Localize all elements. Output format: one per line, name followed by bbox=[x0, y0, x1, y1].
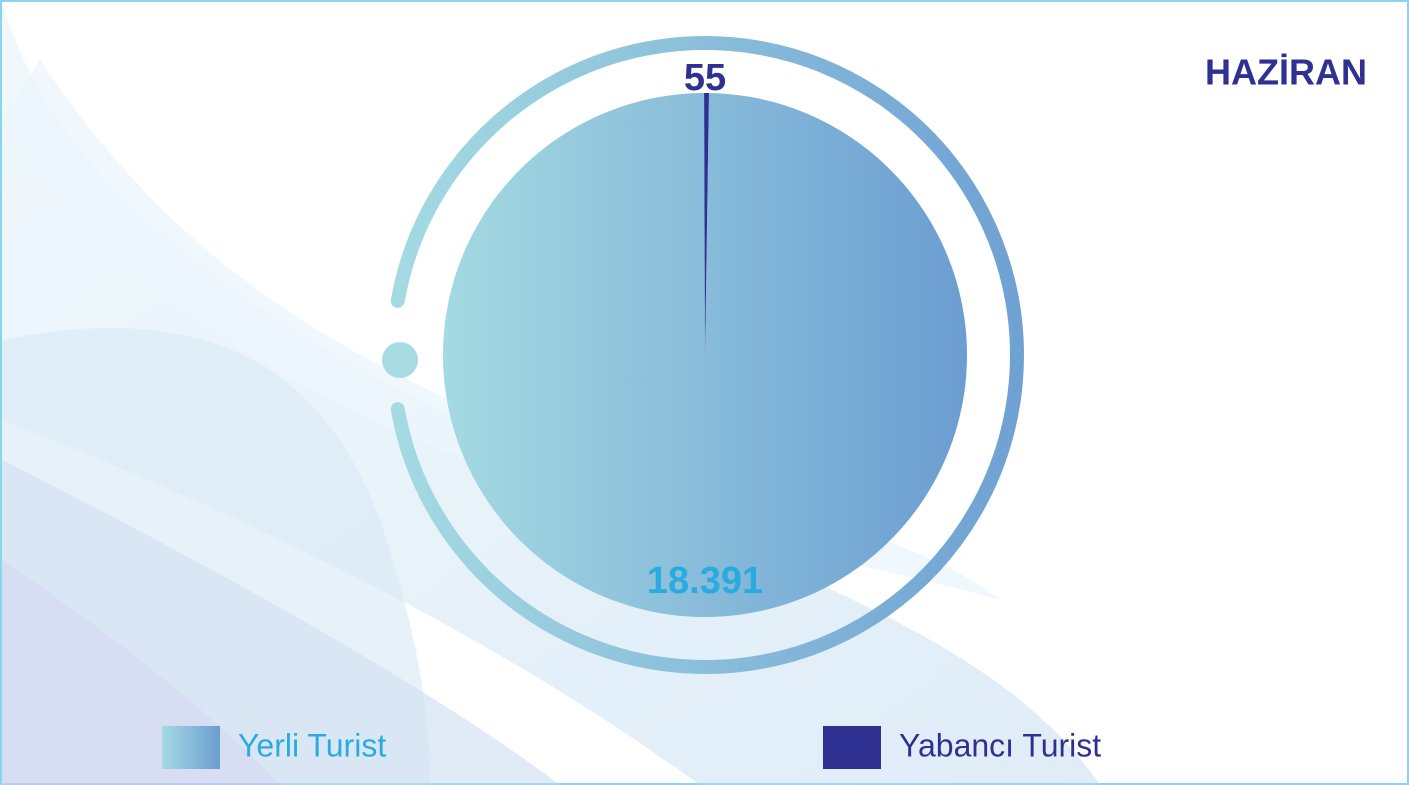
data-label: 55 bbox=[684, 57, 726, 99]
background-decoration bbox=[2, 2, 1100, 785]
legend-swatch bbox=[162, 726, 220, 769]
decorative-ring bbox=[390, 36, 1024, 674]
pie-slice bbox=[442, 93, 967, 618]
chart-title: HAZİRAN bbox=[1205, 52, 1367, 93]
data-label: 18.391 bbox=[647, 560, 763, 602]
ring-dot bbox=[382, 342, 418, 378]
legend-label: Yabancı Turist bbox=[899, 727, 1101, 763]
pie-slice bbox=[704, 93, 709, 355]
legend-label: Yerli Turist bbox=[238, 727, 386, 763]
legend-swatch bbox=[823, 726, 881, 769]
